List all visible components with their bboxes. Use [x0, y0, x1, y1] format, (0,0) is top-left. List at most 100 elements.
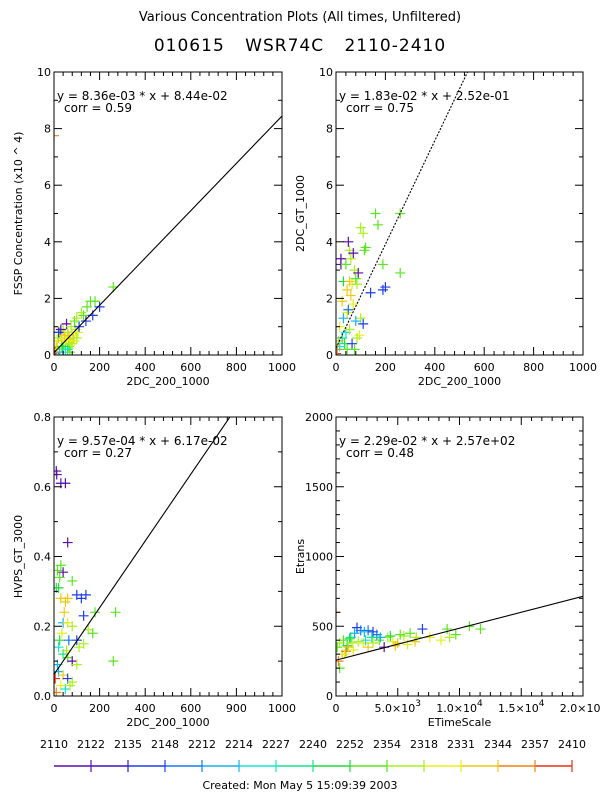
data-point [358, 318, 369, 329]
data-point [345, 253, 356, 264]
colorbar-label: 2212 [188, 738, 216, 751]
data-point [56, 341, 67, 352]
data-point [366, 632, 377, 643]
colorbar-label: 2227 [262, 738, 290, 751]
x-tick-label: 1000 [268, 702, 296, 715]
y-tick-label: 0.2 [34, 620, 52, 633]
data-point [405, 628, 416, 639]
chart-subtitle: 010615 WSR74C 2110-2410 [153, 36, 447, 56]
time-colorbar: 2110 2122 2135 2148 2212 2214 2227 2240 2252 2354… [40, 738, 586, 772]
y-axis-label: Etrans [294, 539, 307, 574]
data-point [370, 208, 381, 219]
x-tick-label: 1000 [569, 361, 597, 374]
x-tick-label: 800 [226, 361, 247, 374]
data-point [360, 242, 371, 253]
colorbar-label: 2135 [114, 738, 142, 751]
data-point [360, 635, 371, 646]
data-point [58, 567, 69, 578]
data-point [358, 637, 369, 648]
y-tick-label: 6 [44, 179, 51, 192]
data-point [353, 636, 364, 647]
y-tick-label: 2 [44, 292, 51, 305]
y-tick-label: 0 [326, 690, 333, 703]
data-point [359, 245, 370, 256]
chart-title: Various Concentration Plots (All times, … [138, 10, 462, 25]
y-tick-label: 8 [326, 123, 333, 136]
y-axis-label: 2DC_GT_1000 [294, 175, 307, 252]
data-point [342, 284, 353, 295]
data-point [347, 338, 358, 349]
data-point [363, 642, 374, 653]
data-point [72, 327, 83, 338]
fit-line [336, 72, 469, 349]
data-point [450, 629, 461, 640]
y-axis-label: FSSP Concentration (x10 ^ 4) [12, 132, 25, 296]
x-tick-label: 1.5×104 [498, 699, 545, 715]
colorbar-label: 2318 [410, 738, 438, 751]
x-axis-label: ETimeScale [428, 716, 492, 729]
data-point [475, 624, 486, 635]
data-point [417, 624, 428, 635]
correlation-label: corr = 0.59 [64, 101, 132, 115]
data-point [78, 610, 89, 621]
data-point [64, 347, 75, 355]
data-point [377, 259, 388, 270]
scatter-panel-1: 0 200 400 600 800 1000 0 2 4 6 8 10 2DC_200_1000 FSSP… [12, 66, 296, 388]
data-point [90, 607, 101, 618]
data-point [380, 282, 391, 293]
data-point [87, 628, 98, 639]
y-tick-label: 0.0 [34, 690, 52, 703]
data-point [82, 301, 93, 312]
data-point [435, 635, 446, 646]
x-tick-label: 600 [180, 702, 201, 715]
correlation-label: corr = 0.48 [346, 446, 414, 460]
y-tick-label: 8 [44, 123, 51, 136]
data-point [424, 632, 435, 643]
data-point [410, 636, 421, 647]
colorbar-label: 2410 [558, 738, 586, 751]
data-point [336, 642, 343, 653]
scatter-panel-2: 0 200 400 600 800 1000 0 2 4 6 8 10 2DC_200_1000 2DC_… [294, 66, 597, 388]
colorbar-label: 2344 [484, 738, 512, 751]
fit-equation: y = 1.83e-02 * x + 2.52e-01 [339, 89, 510, 103]
x-tick-label: 800 [523, 361, 544, 374]
data-point [372, 219, 383, 230]
colorbar-label: 2110 [40, 738, 68, 751]
colorbar-label: 2357 [521, 738, 549, 751]
y-tick-label: 4 [326, 236, 333, 249]
x-axis-label: 2DC_200_1000 [126, 375, 209, 388]
x-tick-label: 5.0×103 [375, 699, 421, 715]
data-point [71, 333, 82, 344]
data-point [353, 267, 364, 278]
data-point [62, 537, 73, 548]
created-timestamp: Created: Mon May 5 15:09:39 2003 [202, 779, 398, 792]
data-point [374, 635, 385, 646]
data-point [343, 304, 354, 315]
x-axis-label: 2DC_200_1000 [126, 716, 209, 729]
y-tick-label: 0.6 [34, 481, 52, 494]
y-tick-label: 0 [44, 349, 51, 362]
data-point [74, 642, 85, 653]
x-tick-label: 900 [226, 702, 247, 715]
data-point [108, 656, 119, 667]
x-tick-label: 400 [135, 702, 156, 715]
data-point [355, 313, 366, 324]
data-point [54, 642, 64, 653]
correlation-label: corr = 0.27 [64, 446, 132, 460]
data-point [55, 560, 66, 571]
data-point [411, 632, 422, 643]
fit-line [336, 595, 583, 661]
y-tick-label: 10 [319, 66, 333, 79]
y-tick-label: 1500 [305, 481, 333, 494]
data-point [54, 572, 65, 583]
data-point [94, 301, 105, 312]
y-tick-label: 2 [326, 292, 333, 305]
data-point [337, 296, 348, 307]
data-point [54, 130, 59, 141]
x-tick-label: 1.0×104 [436, 699, 483, 715]
data-point [67, 575, 78, 586]
y-tick-label: 6 [326, 179, 333, 192]
data-point [336, 656, 344, 667]
data-point [395, 629, 406, 640]
